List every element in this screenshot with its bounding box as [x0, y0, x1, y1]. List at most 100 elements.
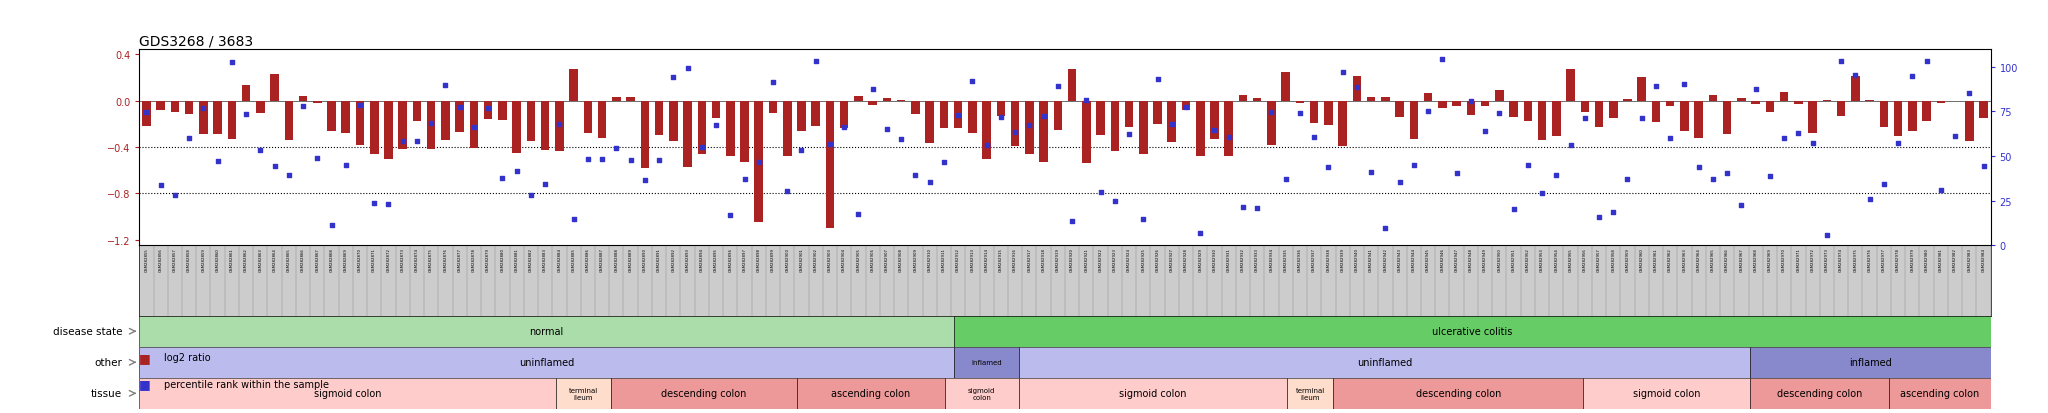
- Text: GSM282970: GSM282970: [1782, 248, 1786, 272]
- Text: sigmoid
colon: sigmoid colon: [969, 387, 995, 400]
- Text: inflamed: inflamed: [1849, 357, 1892, 368]
- Bar: [440, 102, 451, 141]
- Point: [1796, 140, 1829, 147]
- Bar: [944, 378, 1018, 409]
- Point: [1681, 165, 1714, 171]
- Text: GSM282895: GSM282895: [715, 248, 719, 272]
- Text: GSM282946: GSM282946: [1440, 248, 1444, 272]
- Point: [1724, 202, 1757, 209]
- Point: [1839, 73, 1872, 79]
- Point: [244, 148, 276, 154]
- Text: GSM282872: GSM282872: [387, 248, 391, 272]
- Bar: [1110, 102, 1118, 152]
- Bar: [1509, 102, 1518, 118]
- Bar: [1225, 102, 1233, 157]
- Point: [856, 87, 889, 93]
- Bar: [754, 102, 764, 223]
- Text: GSM282954: GSM282954: [1554, 248, 1559, 272]
- Bar: [1581, 102, 1589, 112]
- Bar: [1239, 95, 1247, 102]
- Bar: [328, 102, 336, 132]
- Point: [885, 136, 918, 143]
- Bar: [469, 102, 479, 148]
- Text: GSM282874: GSM282874: [416, 248, 420, 272]
- Point: [373, 202, 406, 208]
- Text: GSM282958: GSM282958: [1612, 248, 1616, 272]
- Bar: [1067, 70, 1077, 102]
- Text: terminal
ileum: terminal ileum: [1296, 387, 1325, 400]
- Text: GSM282969: GSM282969: [1767, 248, 1772, 272]
- Point: [657, 75, 690, 81]
- Text: GSM282862: GSM282862: [244, 248, 248, 272]
- Bar: [1038, 102, 1049, 163]
- Bar: [1196, 102, 1204, 157]
- Point: [1298, 135, 1331, 141]
- Point: [1696, 177, 1729, 183]
- Bar: [256, 102, 264, 114]
- Text: GSM282957: GSM282957: [1597, 248, 1602, 272]
- Text: GSM282856: GSM282856: [158, 248, 162, 271]
- Text: GSM282871: GSM282871: [373, 248, 377, 272]
- Bar: [1909, 102, 1917, 131]
- Text: GSM282865: GSM282865: [287, 248, 291, 271]
- Bar: [641, 102, 649, 169]
- Text: GSM282896: GSM282896: [729, 248, 733, 272]
- Point: [315, 222, 348, 229]
- Bar: [1737, 99, 1745, 102]
- Text: GSM282903: GSM282903: [827, 248, 831, 272]
- Point: [1069, 98, 1102, 104]
- Point: [301, 155, 334, 162]
- Text: GSM282929: GSM282929: [1198, 248, 1202, 272]
- Bar: [455, 102, 465, 133]
- Point: [485, 176, 518, 182]
- Text: GSM282880: GSM282880: [500, 248, 504, 272]
- Point: [672, 66, 705, 73]
- Bar: [698, 102, 707, 154]
- Point: [1425, 57, 1458, 64]
- Text: GSM282955: GSM282955: [1569, 248, 1573, 271]
- Bar: [883, 99, 891, 102]
- Text: GSM282941: GSM282941: [1370, 248, 1372, 272]
- Point: [229, 112, 262, 118]
- Text: GSM282902: GSM282902: [813, 248, 817, 272]
- Point: [741, 159, 774, 166]
- Bar: [1012, 102, 1020, 147]
- Text: GSM282899: GSM282899: [770, 248, 774, 272]
- Bar: [1380, 97, 1391, 102]
- Bar: [1018, 378, 1286, 409]
- Point: [1612, 176, 1645, 183]
- Bar: [1026, 102, 1034, 154]
- Point: [643, 157, 676, 164]
- Point: [899, 172, 932, 179]
- Point: [1655, 135, 1688, 142]
- Bar: [139, 316, 954, 347]
- Bar: [1053, 102, 1063, 131]
- Text: inflamed: inflamed: [971, 359, 1001, 366]
- Bar: [199, 102, 207, 135]
- Bar: [512, 102, 520, 153]
- Bar: [1751, 102, 1759, 104]
- Text: GSM282893: GSM282893: [686, 248, 690, 272]
- Point: [715, 212, 748, 219]
- Bar: [1888, 378, 1991, 409]
- Point: [557, 216, 590, 223]
- Bar: [1081, 102, 1092, 164]
- Bar: [655, 102, 664, 135]
- Text: GSM282858: GSM282858: [186, 248, 190, 272]
- Text: GDS3268 / 3683: GDS3268 / 3683: [139, 34, 254, 48]
- Text: GSM282923: GSM282923: [1112, 248, 1116, 272]
- Text: GSM282948: GSM282948: [1468, 248, 1473, 272]
- Text: GSM282855: GSM282855: [145, 248, 147, 271]
- Text: GSM282863: GSM282863: [258, 248, 262, 272]
- Text: GSM282965: GSM282965: [1710, 248, 1714, 271]
- Text: other: other: [94, 357, 123, 368]
- Point: [1667, 82, 1700, 88]
- Point: [416, 121, 449, 127]
- Bar: [1495, 91, 1503, 102]
- Bar: [911, 102, 920, 114]
- Text: GSM282909: GSM282909: [913, 248, 918, 272]
- Point: [1042, 84, 1075, 90]
- Text: GSM282886: GSM282886: [586, 248, 590, 272]
- Text: GSM282860: GSM282860: [215, 248, 219, 272]
- Text: GSM282882: GSM282882: [528, 248, 532, 272]
